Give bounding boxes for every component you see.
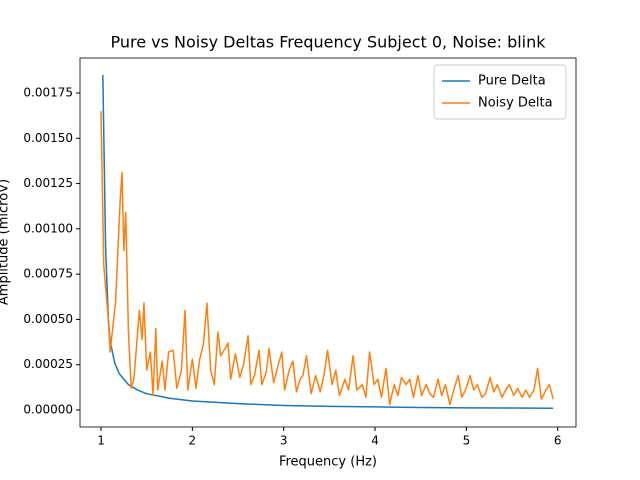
y-tick-label: 0.00150 bbox=[23, 131, 73, 145]
y-tick-label: 0.00075 bbox=[23, 267, 73, 281]
legend-box bbox=[433, 64, 567, 120]
legend-label: Pure Delta bbox=[478, 74, 546, 89]
x-tick-label: 6 bbox=[554, 434, 562, 448]
y-tick-label: 0.00100 bbox=[23, 221, 73, 235]
y-tick-label: 0.00000 bbox=[23, 403, 73, 417]
plot-frame bbox=[79, 57, 577, 428]
chart-title: Pure vs Noisy Deltas Frequency Subject 0… bbox=[110, 33, 546, 52]
x-tick-label: 1 bbox=[97, 434, 105, 448]
x-tick-label: 4 bbox=[371, 434, 379, 448]
y-tick-label: 0.00025 bbox=[23, 357, 73, 371]
y-tick-label: 0.00125 bbox=[23, 176, 73, 190]
y-tick-label: 0.00050 bbox=[23, 312, 73, 326]
x-tick-label: 2 bbox=[189, 434, 197, 448]
x-tick-label: 5 bbox=[463, 434, 471, 448]
line-series bbox=[100, 111, 554, 406]
y-axis-label: Amplitude (microV) bbox=[0, 179, 12, 305]
y-tick-label: 0.00175 bbox=[23, 85, 73, 99]
x-axis-label: Frequency (Hz) bbox=[279, 455, 377, 470]
legend-label: Noisy Delta bbox=[478, 96, 553, 111]
x-tick-label: 3 bbox=[280, 434, 288, 448]
